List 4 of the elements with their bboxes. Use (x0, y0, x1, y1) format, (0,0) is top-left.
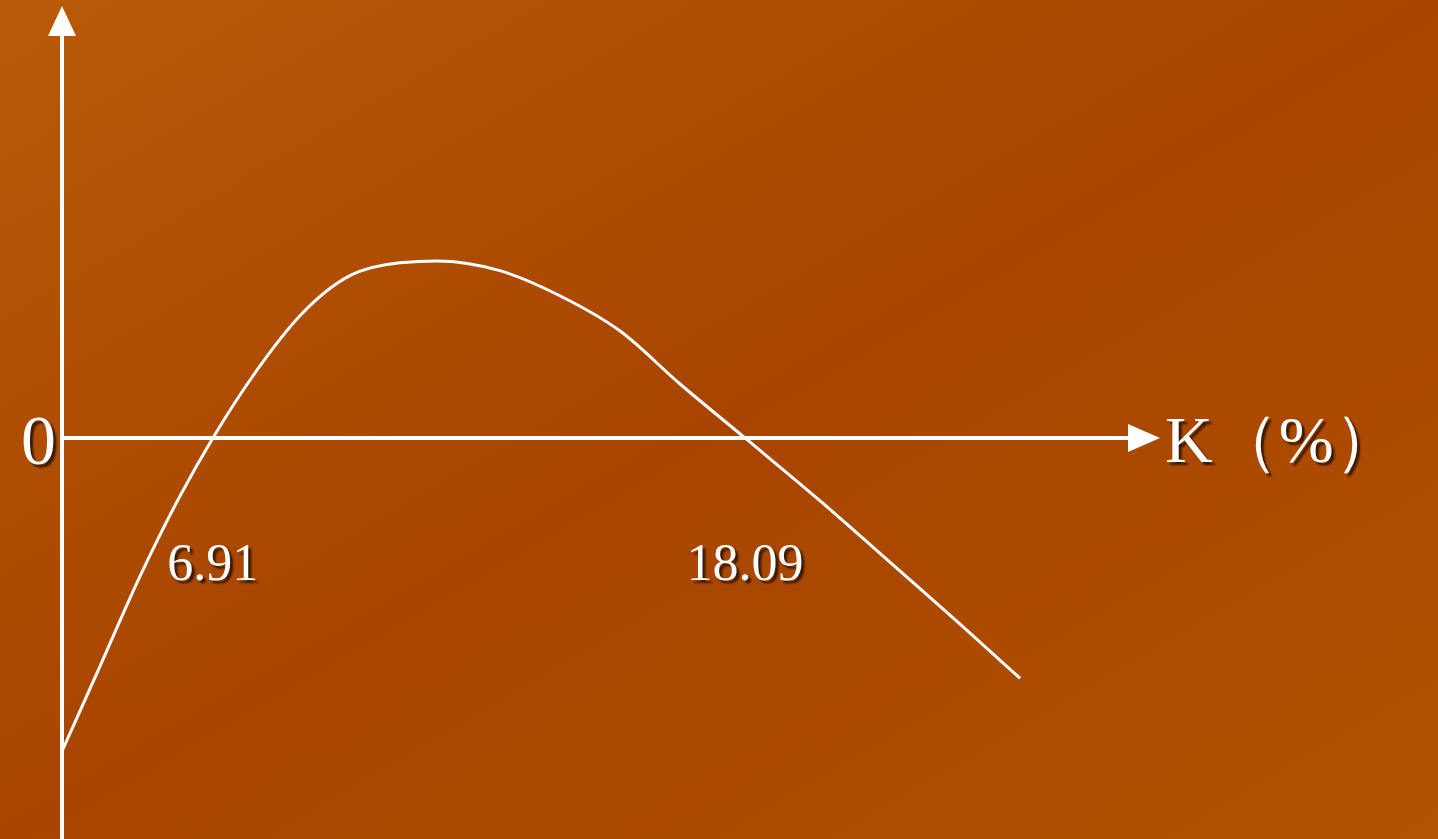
x-tick-label: 6.91 (167, 534, 259, 591)
x-axis-title: K（%） (1165, 402, 1400, 476)
text: 0 (21, 401, 56, 479)
x-tick-label: 18.09 (686, 534, 804, 591)
